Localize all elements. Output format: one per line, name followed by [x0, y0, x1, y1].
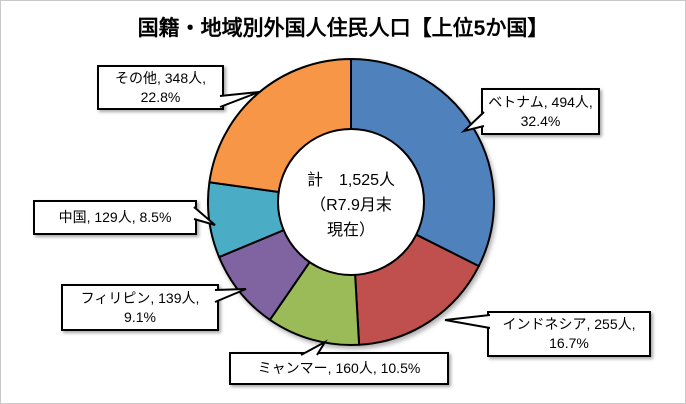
callout-vietnam: ベトナム, 494人, 32.4% [481, 88, 600, 135]
callout-vietnam-line2: 32.4% [520, 112, 561, 129]
callout-others-line1: その他, 348人, [114, 69, 207, 86]
asof-line-1: （R7.9月末 [310, 197, 392, 214]
callout-philippines-line1: フィリピン, 139人, [80, 289, 200, 306]
callout-others-line2: 22.8% [140, 88, 181, 105]
callout-china: 中国, 129人, 8.5% [33, 200, 197, 235]
callout-china-line1: 中国, 129人, 8.5% [58, 209, 172, 225]
callout-philippines-line2: 9.1% [124, 308, 156, 325]
callout-indonesia-line2: 16.7% [549, 335, 589, 351]
callout-indonesia: インドネシア, 255人, 16.7% [487, 311, 651, 357]
donut-center-label: 計 1,525人 （R7.9月末 現在） [259, 168, 443, 243]
callout-vietnam-line1: ベトナム, 494人, [488, 93, 593, 110]
callout-philippines: フィリピン, 139人, 9.1% [61, 284, 219, 331]
total-line: 計 1,525人 [306, 172, 396, 189]
callout-indonesia-line1: インドネシア, 255人, [502, 316, 636, 332]
callout-others: その他, 348人, 22.8% [97, 65, 224, 110]
callout-myanmar-line1: ミャンマー, 160人, 10.5% [257, 360, 421, 376]
donut-hole [277, 128, 425, 276]
asof-line-2: 現在） [326, 222, 375, 239]
callout-myanmar: ミャンマー, 160人, 10.5% [229, 352, 449, 385]
chart-title: 国籍・地域別外国人住民人口【上位5か国】 [137, 17, 549, 40]
